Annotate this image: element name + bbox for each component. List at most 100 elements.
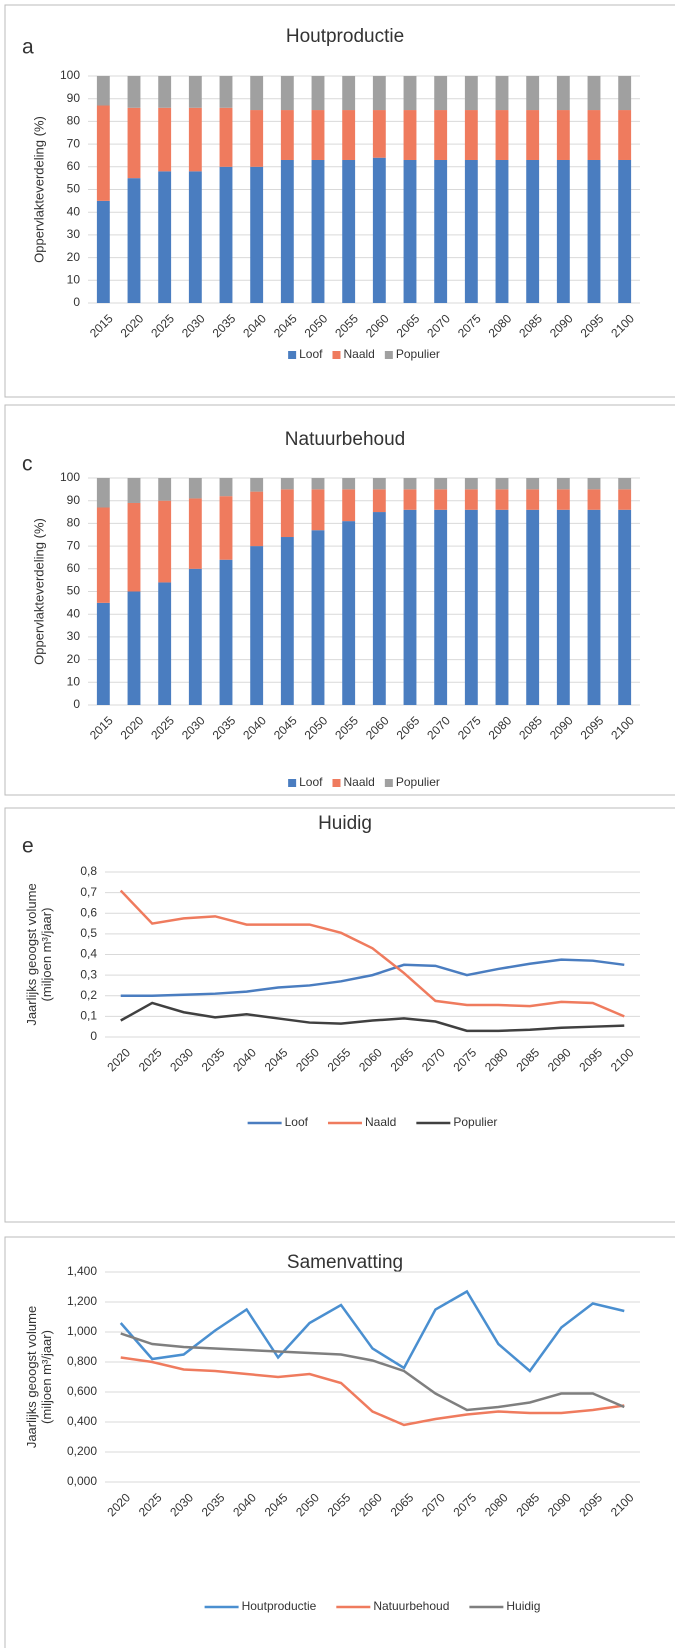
legend-symbol — [332, 779, 341, 787]
bar-segment — [250, 76, 264, 111]
line-series — [120, 1001, 625, 1033]
x-tick-label: 2080 — [486, 311, 515, 340]
x-tick-label: 2085 — [513, 1490, 542, 1519]
bar-segment — [618, 478, 632, 490]
x-tick-label: 2095 — [576, 1490, 605, 1519]
bar-segment — [434, 76, 448, 111]
legend-item: Populier — [416, 1115, 497, 1129]
bar-segment — [403, 110, 417, 160]
bar-segment — [526, 509, 540, 705]
bar-segment — [127, 502, 141, 592]
x-tick-label: 2020 — [118, 311, 147, 340]
bar-segment — [127, 478, 141, 503]
panel-frame — [4, 404, 675, 796]
y-axis-label: (miljoen m³/jaar) — [39, 1330, 54, 1424]
line-series — [119, 889, 625, 1018]
bar-segment — [464, 76, 478, 111]
bar-segment — [250, 166, 264, 303]
legend-label: Naald — [365, 1115, 396, 1129]
bar-segment — [311, 489, 325, 531]
legend-label: Populier — [396, 347, 440, 361]
y-tick-label: 70 — [67, 136, 81, 150]
line-series — [120, 1332, 625, 1412]
bar-segment — [127, 107, 141, 179]
x-tick-label: 2050 — [302, 311, 331, 340]
y-tick-label: 1,400 — [67, 1264, 97, 1278]
bar-segment — [188, 107, 202, 172]
legend-label: Houtproductie — [242, 1599, 317, 1613]
bar-segment — [587, 489, 601, 510]
bar-segment — [526, 489, 540, 510]
bar-segment — [219, 76, 233, 108]
panel-frame — [4, 4, 675, 398]
y-tick-label: 50 — [67, 182, 81, 196]
bar-segment — [96, 507, 110, 603]
x-tick-label: 2070 — [419, 1045, 448, 1074]
x-tick-label: 2060 — [363, 713, 392, 742]
y-tick-label: 0,3 — [80, 967, 97, 981]
line-series — [120, 1356, 625, 1427]
y-tick-label: 0,200 — [67, 1444, 97, 1458]
bar-segment — [158, 107, 172, 172]
bar-segment — [96, 602, 110, 705]
x-tick-label: 2100 — [608, 311, 637, 340]
panel-frame — [4, 1236, 675, 1648]
bar-segment — [158, 478, 172, 501]
y-tick-label: 1,000 — [67, 1324, 97, 1338]
bar-segment — [219, 559, 233, 705]
bar-segment — [403, 509, 417, 705]
x-tick-label: 2080 — [482, 1490, 511, 1519]
bar-segment — [556, 509, 570, 705]
bar-segment — [342, 76, 356, 111]
legend-label: Huidig — [506, 1599, 540, 1613]
x-tick-label: 2060 — [363, 311, 392, 340]
bar-segment — [372, 489, 386, 513]
x-tick-label: 2045 — [271, 713, 300, 742]
x-tick-label: 2045 — [262, 1490, 291, 1519]
bar-segment — [158, 500, 172, 583]
bar-segment — [495, 478, 509, 490]
bar-segment — [250, 546, 264, 705]
bar-segment — [618, 509, 632, 705]
bar-segment — [434, 159, 448, 303]
x-tick-label: 2100 — [608, 1490, 637, 1519]
y-axis-label: Oppervlakteverdeling (%) — [31, 518, 46, 665]
bar-segment — [495, 76, 509, 111]
x-tick-label: 2070 — [419, 1490, 448, 1519]
bar-segment — [403, 76, 417, 111]
bar-segment — [96, 76, 110, 106]
x-tick-label: 2055 — [332, 713, 361, 742]
bar-segment — [158, 582, 172, 705]
bar-segment — [495, 159, 509, 303]
line-series — [119, 1289, 625, 1373]
x-tick-label: 2070 — [424, 311, 453, 340]
x-tick-label: 2075 — [455, 713, 484, 742]
bar-segment — [280, 537, 294, 705]
x-tick-label: 2025 — [148, 311, 177, 340]
chart-panel: Houtproductie a Oppervlakteverdeling (%) 0 1… — [4, 4, 675, 398]
legend-label: Populier — [396, 775, 440, 789]
bar-segment — [464, 509, 478, 705]
y-tick-label: 80 — [67, 516, 81, 530]
bar-segment — [434, 489, 448, 510]
x-tick-label: 2015 — [87, 311, 116, 340]
bar-segment — [372, 76, 386, 111]
bar-segment — [280, 110, 294, 160]
legend-symbol — [288, 351, 297, 359]
x-tick-label: 2025 — [136, 1045, 165, 1074]
bar-segment — [342, 521, 356, 705]
y-tick-label: 100 — [60, 68, 80, 82]
y-tick-label: 20 — [67, 250, 81, 264]
x-tick-label: 2020 — [118, 713, 147, 742]
x-tick-label: 2035 — [210, 311, 239, 340]
y-tick-label: 0,1 — [80, 1009, 97, 1023]
x-tick-label: 2085 — [513, 1045, 542, 1074]
x-tick-label: 2025 — [148, 713, 177, 742]
bar-segment — [556, 159, 570, 303]
y-axis-label: Jaarlijks geoogst volume — [24, 1306, 39, 1448]
x-tick-label: 2095 — [576, 1045, 605, 1074]
bar-segment — [342, 159, 356, 303]
bar-segment — [587, 509, 601, 705]
chart-title: Natuurbehoud — [285, 429, 405, 450]
